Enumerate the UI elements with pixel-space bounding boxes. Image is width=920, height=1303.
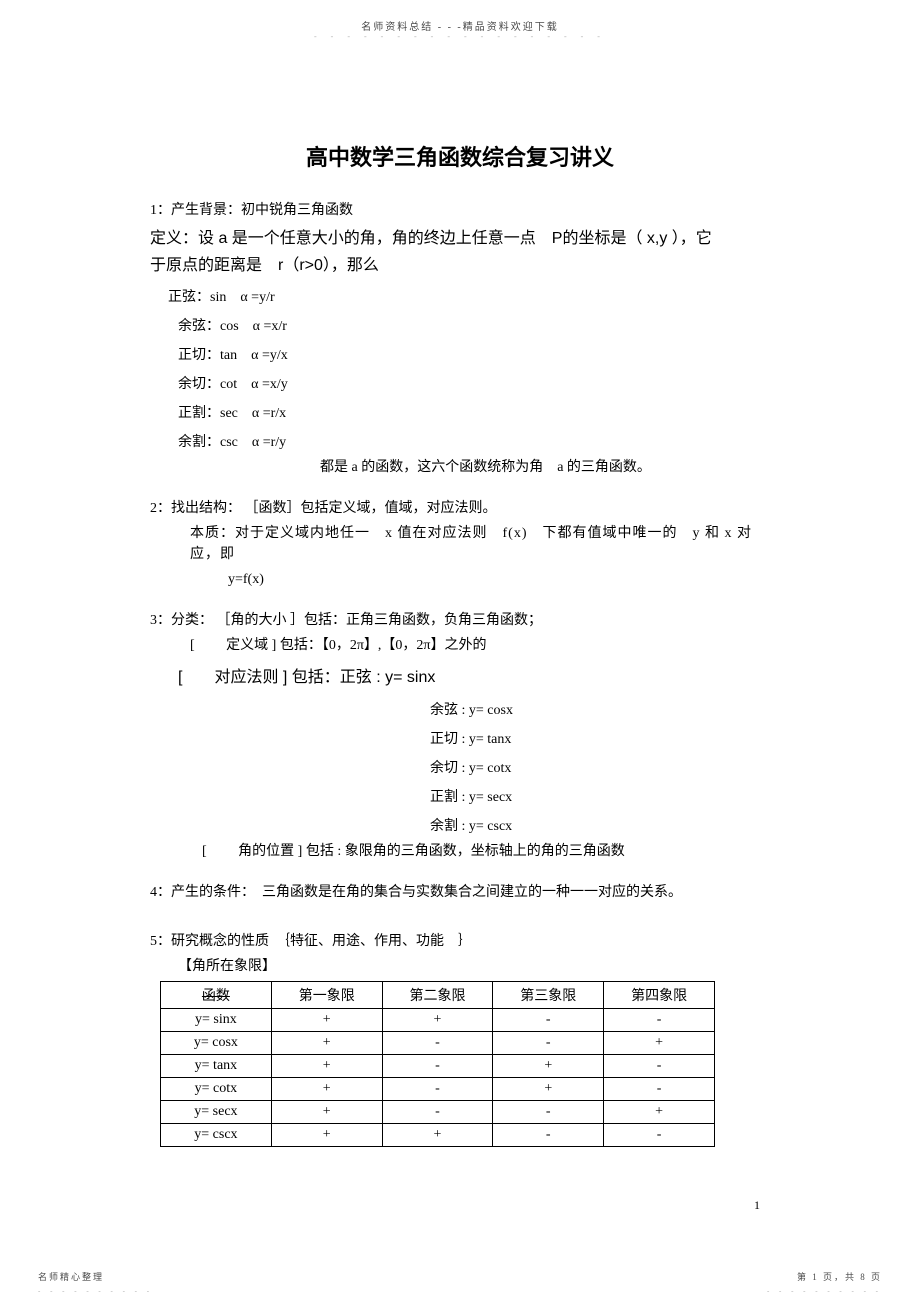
- table-cell: +: [271, 1008, 382, 1031]
- section2-line2: y=f(x): [228, 569, 770, 590]
- section1-func-5: 余割：csc α =r/y: [178, 432, 770, 453]
- section1-func-0: 正弦：sin α =y/r: [168, 287, 770, 308]
- table-cell: -: [604, 1077, 715, 1100]
- table-cell: +: [604, 1031, 715, 1054]
- header-dots: - - - - - - - - - - - - - - - - - -: [0, 32, 920, 41]
- table-cell: +: [271, 1031, 382, 1054]
- table-cell: +: [604, 1100, 715, 1123]
- table-cell: -: [604, 1054, 715, 1077]
- table-cell: y= cosx: [161, 1031, 272, 1054]
- section3-func-1: 正切 : y= tanx: [430, 729, 770, 750]
- table-cell: -: [604, 1123, 715, 1146]
- section3-heading: 3：分类： ［角的大小 ］包括：正角三角函数，负角三角函数；: [150, 610, 770, 631]
- table-cell: -: [382, 1054, 493, 1077]
- page-number: 1: [754, 1198, 760, 1213]
- table-cell: +: [493, 1077, 604, 1100]
- table-cell: -: [493, 1008, 604, 1031]
- table-header-2: 第二象限: [382, 981, 493, 1008]
- footer-left-dots: - - - - - - - - - -: [38, 1287, 153, 1295]
- table-cell: +: [493, 1054, 604, 1077]
- table-cell: y= cotx: [161, 1077, 272, 1100]
- section1-func-1: 余弦：cos α =x/r: [178, 316, 770, 337]
- table-cell: +: [382, 1123, 493, 1146]
- quadrant-table: 函数 第一象限 第二象限 第三象限 第四象限 y= sinx + + - - y…: [160, 981, 715, 1147]
- table-header-3: 第三象限: [493, 981, 604, 1008]
- footer-right: 第 1 页，共 8 页: [797, 1270, 882, 1283]
- table-row: y= cosx + - - +: [161, 1031, 715, 1054]
- footer-left: 名师精心整理: [38, 1270, 104, 1283]
- section4-heading: 4：产生的条件： 三角函数是在角的集合与实数集合之间建立的一种一一对应的关系。: [150, 882, 770, 903]
- section1-func-3: 余切：cot α =x/y: [178, 374, 770, 395]
- section1-def1: 定义：设 a 是一个任意大小的角，角的终边上任意一点 P的坐标是（ x,y ），…: [150, 225, 770, 252]
- table-row: y= sinx + + - -: [161, 1008, 715, 1031]
- table-header-0: 函数: [161, 981, 272, 1008]
- table-row: y= cscx + + - -: [161, 1123, 715, 1146]
- section5-heading: 5：研究概念的性质 ｛特征、用途、作用、功能 ｝: [150, 931, 770, 952]
- table-cell: -: [604, 1008, 715, 1031]
- table-cell: -: [493, 1031, 604, 1054]
- table-cell: +: [271, 1100, 382, 1123]
- table-cell: -: [382, 1100, 493, 1123]
- header-text: 名师资料总结 - - -精品资料欢迎下载: [0, 18, 920, 33]
- table-header-1: 第一象限: [271, 981, 382, 1008]
- table-cell: +: [271, 1077, 382, 1100]
- document-content: 高中数学三角函数综合复习讲义 1：产生背景：初中锐角三角函数 定义：设 a 是一…: [150, 140, 770, 1147]
- table-row: y= tanx + - + -: [161, 1054, 715, 1077]
- section2-heading: 2：找出结构： ［函数］包括定义域，值域，对应法则。: [150, 498, 770, 519]
- section1-def2: 于原点的距离是 r（r>0），那么: [150, 252, 770, 279]
- table-cell: +: [271, 1123, 382, 1146]
- section2-line1: 本质：对于定义域内地任一 x 值在对应法则 f(x) 下都有值域中唯一的 y 和…: [190, 523, 770, 565]
- footer-right-dots: - - - - - - - - - -: [767, 1287, 882, 1295]
- table-cell: -: [493, 1100, 604, 1123]
- section3-func-2: 余切 : y= cotx: [430, 758, 770, 779]
- table-cell: y= sinx: [161, 1008, 272, 1031]
- section1-func-2: 正切：tan α =y/x: [178, 345, 770, 366]
- table-cell: -: [382, 1031, 493, 1054]
- section3-line1: [ 定义域 ] 包括：【0，2π】,【0，2π】之外的: [190, 635, 770, 656]
- table-row: y= secx + - - +: [161, 1100, 715, 1123]
- section3-func-4: 余割 : y= cscx: [430, 816, 770, 837]
- table-header-4: 第四象限: [604, 981, 715, 1008]
- table-cell: -: [382, 1077, 493, 1100]
- table-cell: -: [493, 1123, 604, 1146]
- section3-func-3: 正割 : y= secx: [430, 787, 770, 808]
- table-cell: y= tanx: [161, 1054, 272, 1077]
- section3-func-0: 余弦 : y= cosx: [430, 700, 770, 721]
- section3-line3: [ 角的位置 ] 包括 : 象限角的三角函数，坐标轴上的角的三角函数: [202, 841, 770, 862]
- section5-subheading: 【角所在象限】: [178, 956, 770, 977]
- section1-heading: 1：产生背景：初中锐角三角函数: [150, 200, 770, 221]
- section1-func-4: 正割：sec α =r/x: [178, 403, 770, 424]
- table-cell: +: [382, 1008, 493, 1031]
- table-row: y= cotx + - + -: [161, 1077, 715, 1100]
- table-cell: +: [271, 1054, 382, 1077]
- table-cell: y= cscx: [161, 1123, 272, 1146]
- section1-summary: 都是 a 的函数，这六个函数统称为角 a 的三角函数。: [320, 457, 770, 478]
- table-cell: y= secx: [161, 1100, 272, 1123]
- document-title: 高中数学三角函数综合复习讲义: [150, 140, 770, 172]
- section3-line2: [ 对应法则 ] 包括：正弦 : y= sinx: [178, 664, 770, 691]
